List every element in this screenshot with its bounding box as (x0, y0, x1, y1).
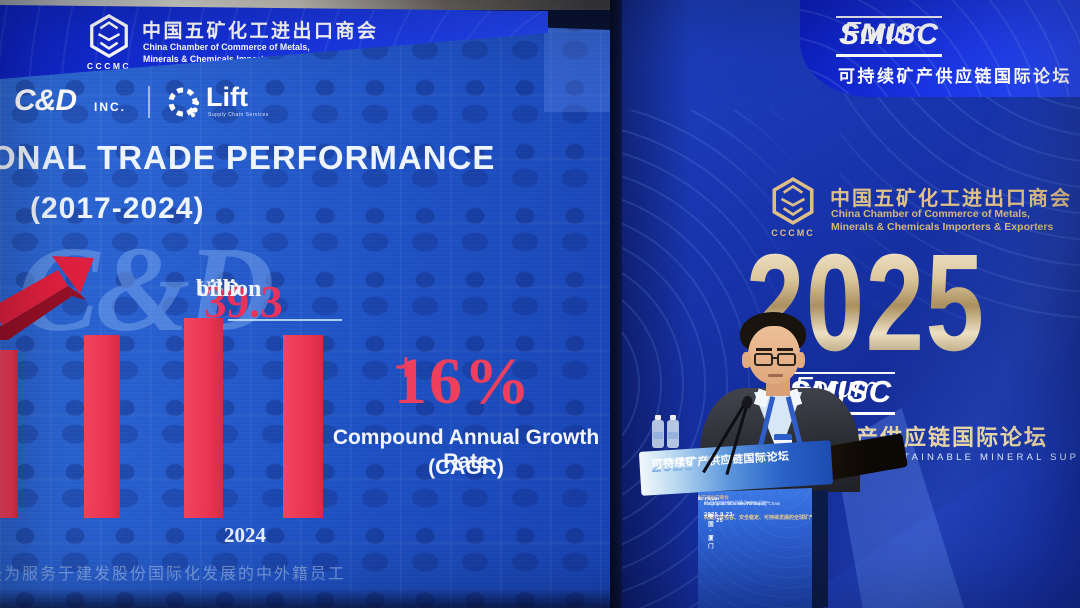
banner-org-name-en2: Minerals & Chemicals Importers & Exporte… (143, 54, 330, 64)
logo-divider (148, 86, 150, 118)
cd-inc-suffix: INC. (94, 100, 126, 114)
smisc-corner-banner: SMISC Forum 可持续矿产供应链国际论坛 (800, 0, 1080, 97)
podium-org-logo: 中国五矿化工进出口商会 (679, 495, 729, 500)
smisc-logo-text: SMISC (836, 16, 943, 57)
podium-venue: 中国·厦门 (708, 514, 715, 550)
banner-org-name-en1: China Chamber of Commerce of Metals, (143, 42, 310, 52)
backdrop-shadow (622, 0, 692, 608)
bar-chart (0, 318, 323, 518)
speaker-glasses (777, 353, 796, 366)
backdrop-forum-name-en: ORUM ON SUSTAINABLE MINERAL SUPPLY CHAIN… (800, 452, 1080, 463)
slide-footer-caption: 最为服务于建发股份国际化发展的中外籍员工 (0, 566, 347, 583)
podium-date-en: 23-25 September 2025 Xiamen, China (704, 500, 769, 504)
ceiling-strip (0, 0, 620, 10)
chart-bar (84, 335, 120, 518)
water-bottle (652, 415, 664, 448)
cagr-label-abbrev: (CAGR) (428, 456, 504, 479)
usd-prefix: USD (196, 276, 241, 301)
screen-bottom-shade (0, 588, 612, 608)
speaker-eyebrow (777, 348, 793, 351)
speaker-mouth (768, 374, 783, 377)
led-presentation-screen: C&D C&D INC. Lift Supply Chain Services … (0, 8, 612, 608)
podium-date-venue: 2025.9.23-25 中国·厦门 (704, 512, 735, 550)
podium-slogan-cn: 构建开放包容、安全稳定、可持续发展的全球矿产供应链 (704, 515, 830, 521)
podium-slogan-en2: and Sustainable Mineral Supply Chain (704, 501, 781, 506)
water-bottle (667, 415, 679, 448)
banner-org-name-cn: 中国五矿化工进出口商会 (142, 21, 379, 42)
cccmc-abbr: CCCMC (86, 61, 132, 71)
cagr-number: 16% (394, 345, 532, 418)
slide-logo-row: C&D INC. Lift Supply Chain Services (0, 82, 300, 124)
cccmc-abbr: CCCMC (771, 228, 815, 238)
screen-glare (544, 28, 612, 112)
lift-logo-icon (168, 87, 200, 118)
chart-bar (283, 335, 323, 518)
cccmc-logo-icon-gold (772, 177, 814, 225)
x-axis-year-label: 2024 (224, 523, 266, 547)
cagr-label: Compound Annual Growth Rate (332, 426, 600, 473)
usd-value: 39.3 (204, 277, 283, 327)
chart-bar (184, 318, 223, 518)
speaker-ear (742, 352, 751, 368)
usd-underline (228, 319, 342, 321)
podium-slogan-en1: Forging an Inclusive, Resilient, (704, 501, 766, 506)
lift-logo-subtext: Supply Chain Services (208, 112, 269, 118)
chart-bar (0, 350, 18, 518)
speaker-eyebrow (756, 348, 772, 351)
speaker-glasses (754, 353, 773, 366)
podium-front-panel: 中国五矿化工进出口商会 SMISC Forum 构建开放包容、安全稳定、可持续发… (698, 488, 812, 608)
usd-unit: billion (196, 276, 262, 302)
backdrop-org-name-en1: China Chamber of Commerce of Metals, (831, 208, 1030, 220)
banner-forum-name-cn: 可持续矿产供应链国际论坛 (838, 67, 1072, 86)
screen-backdrop-gap (610, 0, 622, 608)
backdrop-org-name-cn: 中国五矿化工进出口商会 (830, 188, 1072, 210)
cccmc-logo-icon-white (90, 14, 128, 58)
podium-side-panel (812, 489, 828, 608)
forum-logo-text: Forum (843, 16, 924, 47)
cagr-plus-sign: + (394, 345, 420, 391)
lift-logo-text: Lift (206, 82, 248, 112)
podium-smisc-logo: SMISC Forum (689, 495, 719, 501)
slide-title: ONAL TRADE PERFORMANCE (0, 139, 496, 176)
speaker-glasses-bridge (772, 357, 778, 359)
growth-arrow-icon (0, 256, 94, 340)
podium-date: 2025.9.23-25 (704, 512, 736, 524)
cd-inc-logo: C&D (14, 84, 77, 117)
speaker-ear (796, 352, 805, 368)
backdrop-org-name-en2: Minerals & Chemicals Importers & Exporte… (831, 221, 1054, 233)
slide-subtitle-years: (2017-2024) (30, 192, 205, 225)
